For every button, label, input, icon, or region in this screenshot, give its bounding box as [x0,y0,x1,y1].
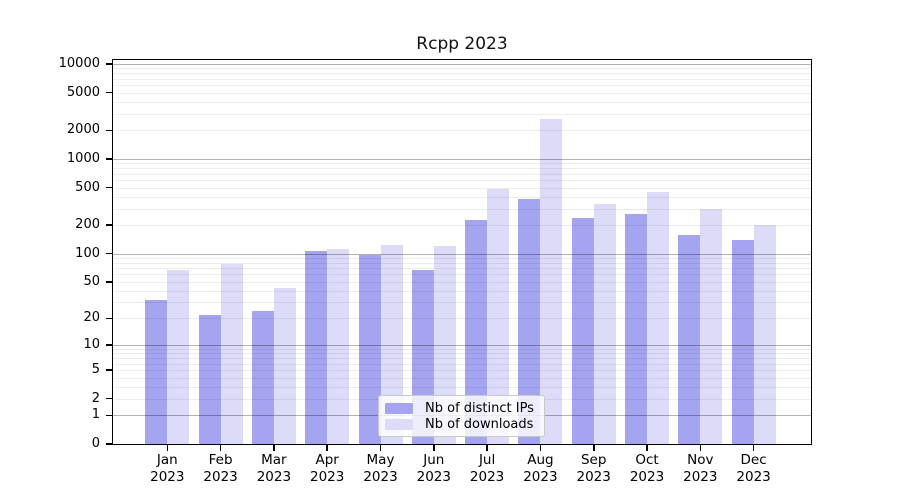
bar-downloads-nov [700,209,723,444]
legend-label: Nb of distinct IPs [425,400,534,416]
y-tick-label: 200 [75,217,100,233]
x-tick-label-may: May 2023 [363,452,398,485]
legend-label: Nb of downloads [425,416,534,432]
bar-downloads-jan [167,269,190,444]
y-tick-label: 10000 [58,56,100,71]
x-tick-mark [699,444,701,451]
y-tick-mark [106,397,112,400]
y-tick-mark [106,63,112,65]
y-tick-mark [106,224,112,226]
x-tick-mark [166,444,169,451]
bar-ips-jan [145,299,168,444]
y-tick-mark [106,186,112,189]
bar-downloads-jun [433,246,456,444]
legend-item: Nb of distinct IPs [385,400,536,416]
x-tick-label-jul: Jul 2023 [469,452,505,485]
y-tick-label: 1000 [66,151,100,166]
y-tick-mark [106,317,112,320]
bar-ips-feb [198,314,221,444]
y-tick-label: 2000 [66,122,100,138]
x-tick-label-aug: Aug 2023 [523,452,558,485]
chart-title: Rcpp 2023 [416,34,508,54]
x-tick-mark [379,444,382,451]
x-tick-label-apr: Apr 2023 [310,452,345,485]
x-tick-mark [539,444,542,451]
bar-ips-apr [305,251,328,444]
bar-downloads-feb [220,263,243,444]
y-tick-mark [106,252,112,255]
y-tick-label: 5 [91,362,100,378]
x-tick-label-oct: Oct 2023 [629,452,665,485]
bar-ips-jul [465,219,488,444]
bars-layer [113,60,811,444]
x-tick-mark [273,444,275,451]
y-tick-mark [106,369,112,371]
y-tick-mark [106,344,112,346]
bar-ips-nov [678,234,701,444]
x-tick-mark [593,444,595,451]
bar-downloads-mar [273,287,296,444]
x-tick-mark [326,444,328,451]
y-tick-mark [106,443,112,445]
legend-swatch-ips [385,402,413,414]
bar-downloads-may [380,244,403,444]
y-tick-label: 1 [91,407,100,423]
bar-ips-dec [731,240,754,444]
x-tick-mark [646,444,648,451]
bar-downloads-dec [753,225,776,444]
y-tick-label: 10 [83,337,100,353]
bar-ips-oct [625,214,647,444]
y-tick-label: 100 [75,245,100,261]
bar-downloads-apr [327,248,350,444]
bar-ips-aug [518,198,541,444]
y-tick-mark [106,129,112,132]
y-tick-mark [106,281,112,283]
y-tick-mark [106,91,112,94]
legend: Nb of distinct IPs Nb of downloads [378,395,545,437]
x-tick-label-dec: Dec 2023 [736,452,771,485]
bar-downloads-sep [593,204,616,444]
x-tick-label-nov: Nov 2023 [683,452,718,485]
y-tick-label: 5000 [66,84,100,100]
bar-ips-may [358,254,381,444]
y-tick-label: 50 [83,273,100,289]
bar-ips-sep [571,218,594,444]
x-tick-mark [486,444,488,451]
y-tick-label: 20 [83,310,100,326]
bar-downloads-jul [487,189,510,444]
y-tick-label: 0 [91,436,100,451]
plot-area [112,59,812,445]
x-tick-label-jan: Jan 2023 [150,452,185,485]
x-tick-mark [219,444,222,451]
y-tick-mark [106,414,112,417]
legend-item: Nb of downloads [385,416,536,432]
x-tick-label-feb: Feb 2023 [203,452,238,485]
bar-downloads-oct [647,191,669,444]
x-tick-label-jun: Jun 2023 [416,452,451,485]
x-tick-mark [433,444,435,451]
bar-downloads-aug [540,118,563,444]
x-tick-mark [752,444,755,451]
y-tick-label: 2 [91,390,100,406]
x-tick-label-sep: Sep 2023 [576,452,611,485]
legend-swatch-downloads [385,418,413,430]
y-tick-label: 500 [75,179,100,195]
bar-ips-mar [251,311,274,444]
y-tick-mark [106,158,112,160]
x-tick-label-mar: Mar 2023 [256,452,292,485]
